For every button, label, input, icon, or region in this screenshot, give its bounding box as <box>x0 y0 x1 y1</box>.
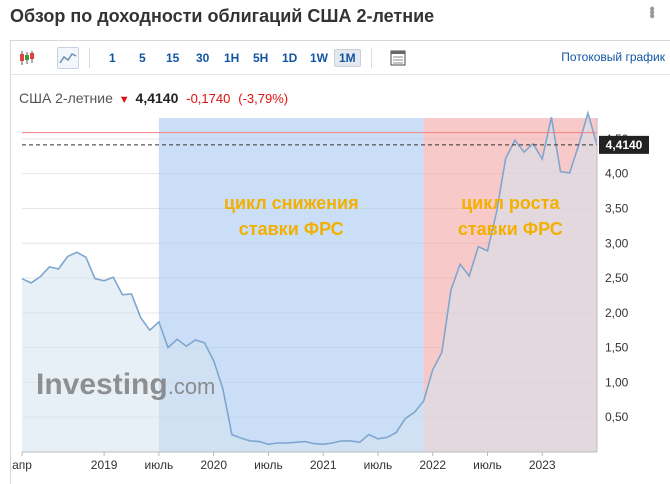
y-tick-label: 0,50 <box>605 410 629 424</box>
price-change: -0,1740 <box>186 91 231 106</box>
timeframe-5h[interactable]: 5H <box>253 51 269 65</box>
timeframe-1h[interactable]: 1H <box>224 51 240 65</box>
timeframe-30[interactable]: 30 <box>196 51 210 65</box>
x-tick-label: 2023 <box>529 458 556 472</box>
price-change-percent: (-3,79%) <box>238 91 289 106</box>
chart-widget: 1 5 15 30 1H 5H 1D 1W 1M Потоковый графи… <box>10 40 670 484</box>
y-tick-label: 3,50 <box>605 201 629 215</box>
current-price-label: 4,4140 <box>606 138 643 152</box>
more-options-icon[interactable]: ••• <box>643 6 660 17</box>
x-tick-label: 2019 <box>91 458 118 472</box>
chart-layout-icon[interactable] <box>387 47 409 69</box>
x-tick-label: 2022 <box>419 458 446 472</box>
stream-chart-link[interactable]: Потоковый график <box>561 50 665 64</box>
hiking-cycle-label: цикл роста <box>461 193 560 213</box>
page-title: Обзор по доходности облигаций США 2-летн… <box>10 6 435 26</box>
x-tick-label: 2020 <box>200 458 227 472</box>
y-tick-label: 1,00 <box>605 375 629 389</box>
quote-summary: США 2-летние ▼ 4,4140 -0,1740 (-3,79%) <box>19 88 288 108</box>
timeframe-15[interactable]: 15 <box>166 51 180 65</box>
x-tick-label: июль <box>473 458 502 472</box>
hiking-cycle-label: ставки ФРС <box>458 219 563 239</box>
y-tick-label: 4,00 <box>605 167 629 181</box>
toolbar-divider <box>371 48 372 68</box>
x-tick-label: июль <box>145 458 174 472</box>
timeframe-5[interactable]: 5 <box>139 51 146 65</box>
timeframe-1w[interactable]: 1W <box>310 51 328 65</box>
x-tick-label: июль <box>364 458 393 472</box>
x-tick-label: июль <box>254 458 283 472</box>
easing-cycle-label: ставки ФРС <box>239 219 344 239</box>
y-tick-label: 1,50 <box>605 341 629 355</box>
last-price: 4,4140 <box>135 90 179 106</box>
timeframe-1d[interactable]: 1D <box>282 51 298 65</box>
arrow-down-icon: ▼ <box>118 94 130 106</box>
candlestick-icon[interactable] <box>16 47 38 69</box>
instrument-name: США 2-летние <box>19 90 113 106</box>
timeframe-1m[interactable]: 1M <box>334 49 361 67</box>
y-tick-label: 2,00 <box>605 306 629 320</box>
investing-watermark: Investing.com <box>36 368 215 401</box>
series-area <box>22 113 597 452</box>
timeframe-1[interactable]: 1 <box>109 51 116 65</box>
watermark-brand: Investing <box>36 368 168 401</box>
watermark-suffix: .com <box>168 374 216 399</box>
x-tick-label: 2021 <box>310 458 337 472</box>
easing-cycle-label: цикл снижения <box>224 193 359 213</box>
toolbar-divider <box>89 48 90 68</box>
chart-toolbar: 1 5 15 30 1H 5H 1D 1W 1M Потоковый графи… <box>11 41 670 75</box>
y-tick-label: 3,00 <box>605 236 629 250</box>
series-line <box>21 110 598 446</box>
current-price-tag <box>599 135 649 154</box>
x-tick-label: апр <box>12 458 32 472</box>
y-tick-label: 2,50 <box>605 271 629 285</box>
area-chart-icon[interactable] <box>57 47 79 69</box>
